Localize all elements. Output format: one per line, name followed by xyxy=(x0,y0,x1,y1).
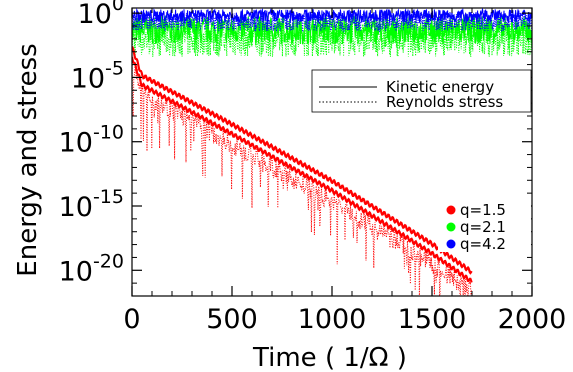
legend-q42-marker xyxy=(446,239,456,249)
series-0-kinetic-lower xyxy=(132,56,473,283)
y-tick-label: 10-15 xyxy=(59,186,124,223)
y-tick-label-base: 10 xyxy=(71,63,105,94)
y-tick-label: 10-10 xyxy=(59,122,124,159)
x-axis-title: Time ( 1/Ω ) xyxy=(252,343,407,372)
x-tick-label: 1500 xyxy=(398,304,467,335)
legend-q15-label: q=1.5 xyxy=(460,201,506,219)
x-tick-label: 0 xyxy=(123,304,140,335)
y-tick-label-base: 10 xyxy=(59,128,93,159)
legend-q42-label: q=4.2 xyxy=(460,235,506,253)
x-tick-label: 1000 xyxy=(298,304,367,335)
y-tick-label-exponent: -5 xyxy=(105,57,124,79)
x-tick-label: 2000 xyxy=(498,304,567,335)
y-tick-label-exponent: -10 xyxy=(93,122,124,144)
y-tick-label-base: 10 xyxy=(78,0,112,30)
linestyle-legend-box xyxy=(311,69,532,113)
color-legend: q=1.5 q=2.1 q=4.2 xyxy=(438,196,531,253)
x-tick-label: 500 xyxy=(206,304,258,335)
y-tick-label-base: 10 xyxy=(59,192,93,223)
y-axis-title: Energy and stress xyxy=(13,43,43,276)
linestyle-legend: Kinetic energy Reynolds stress xyxy=(311,69,532,113)
y-tick-label-exponent: -15 xyxy=(93,186,124,208)
legend-q21-label: q=2.1 xyxy=(460,218,506,236)
data-layer xyxy=(132,8,532,296)
ticks-layer xyxy=(131,8,533,297)
series-0-stress xyxy=(132,52,473,296)
y-tick-label-exponent: 0 xyxy=(112,0,124,15)
y-tick-label: 10-5 xyxy=(71,57,124,94)
y-tick-label: 10-20 xyxy=(59,250,124,287)
legend-q21-marker xyxy=(446,222,456,232)
y-tick-label: 100 xyxy=(78,0,124,30)
y-tick-label-exponent: -20 xyxy=(93,250,124,272)
y-tick-label-base: 10 xyxy=(59,256,93,287)
legend-q15-marker xyxy=(446,205,456,215)
series-0-kinetic-upper xyxy=(132,46,473,275)
legend-kinetic-label: Kinetic energy xyxy=(386,78,494,96)
legend-reynolds-label: Reynolds stress xyxy=(386,93,503,111)
